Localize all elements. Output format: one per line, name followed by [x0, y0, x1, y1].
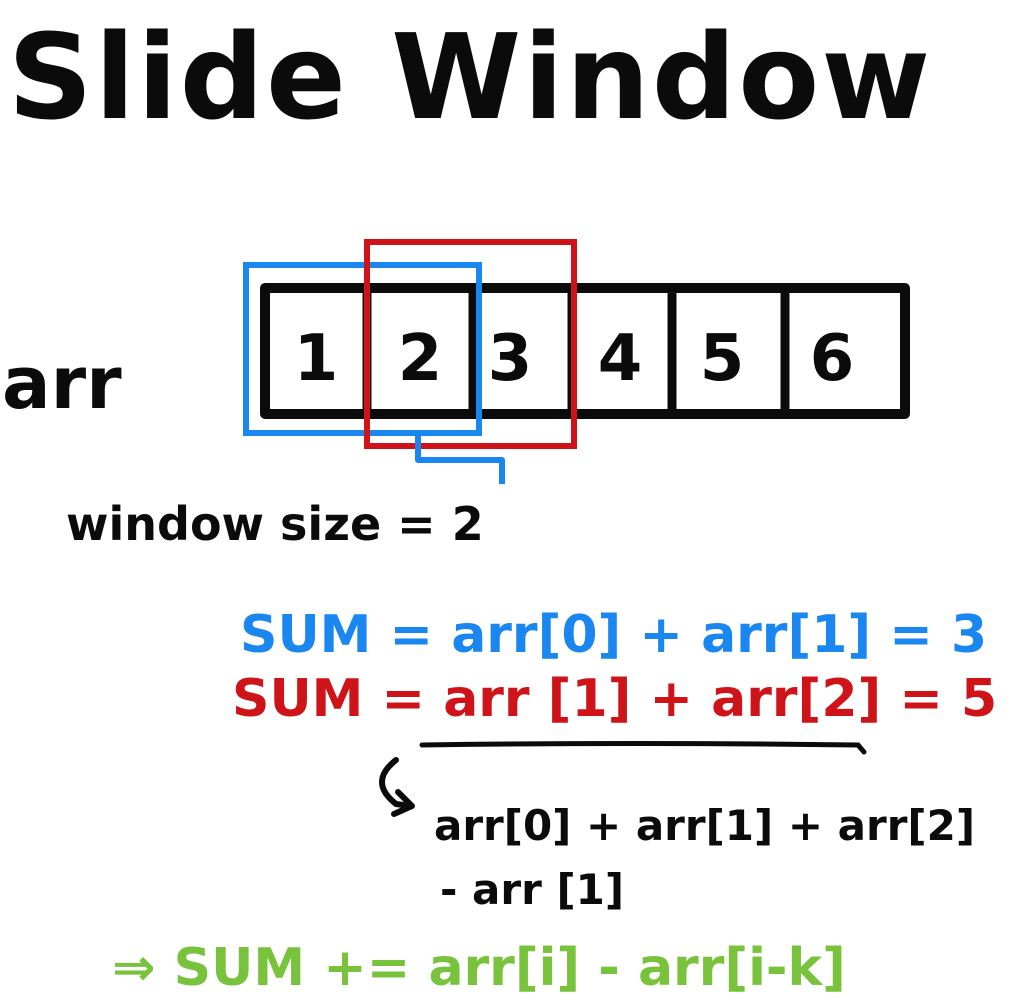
blue-sum-equation: SUM = arr[0] + arr[1] = 3 — [240, 605, 987, 665]
diagram-title: Slide Window — [8, 8, 933, 146]
red-window-frame — [364, 239, 577, 449]
red-equation-underline — [419, 741, 867, 755]
window-size-label: window size = 2 — [66, 497, 484, 551]
red-sum-equation: SUM = arr [1] + arr[2] = 5 — [232, 669, 997, 729]
array-cell-2: 2 — [398, 322, 443, 396]
array-cell-3: 3 — [488, 322, 533, 396]
array-label: arr — [2, 341, 122, 425]
array-cell-4: 4 — [598, 322, 643, 396]
window-size-bracket — [415, 436, 505, 484]
expansion-line-2: - arr [1] — [440, 865, 624, 914]
array-cell-6: 6 — [810, 322, 855, 396]
expansion-line-1: arr[0] + arr[1] + arr[2] — [434, 801, 975, 850]
blue-window-frame — [243, 262, 482, 436]
curved-arrow-icon — [379, 757, 415, 817]
green-result-equation: ⇒ SUM += arr[i] - arr[i-k] — [112, 938, 846, 998]
array-cell-1: 1 — [294, 322, 339, 396]
array-cell-5: 5 — [700, 322, 745, 396]
